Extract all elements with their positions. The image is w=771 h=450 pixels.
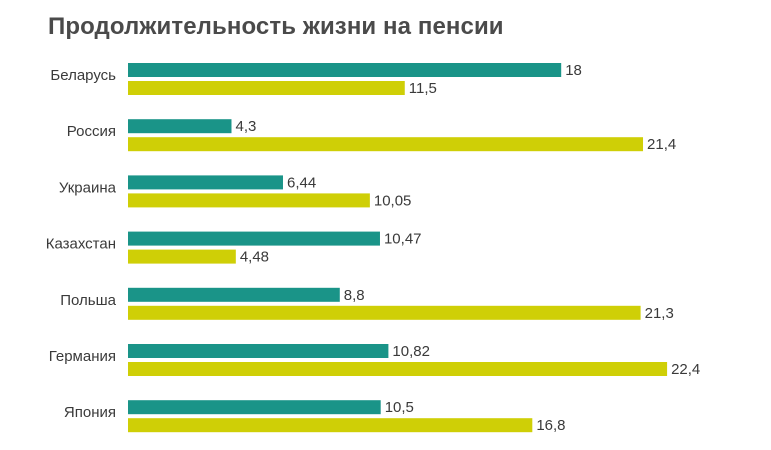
data-label: 11,5 <box>409 80 437 97</box>
data-label: 10,47 <box>384 231 422 248</box>
bar-series-1 <box>128 119 232 134</box>
bar-series-1 <box>128 63 562 77</box>
data-label: 16,8 <box>536 417 565 434</box>
bar-series-2 <box>128 137 644 152</box>
category-label: Польша <box>60 292 116 309</box>
data-label: 10,82 <box>392 343 430 360</box>
bar-series-2 <box>128 193 370 208</box>
data-label: 10,5 <box>385 399 414 416</box>
bar-series-2 <box>128 362 668 376</box>
data-label: 4,48 <box>240 249 269 266</box>
bar-series-2 <box>128 81 405 95</box>
bar-series-1 <box>128 231 380 246</box>
data-label: 6,44 <box>287 174 316 191</box>
data-label: 21,3 <box>645 305 674 322</box>
data-label: 10,05 <box>374 192 412 209</box>
data-label: 22,4 <box>671 361 700 378</box>
data-label: 4,3 <box>235 118 256 135</box>
category-label: Украина <box>59 179 117 196</box>
bar-series-2 <box>128 305 641 320</box>
category-label: Япония <box>64 404 116 421</box>
data-label: 18 <box>565 62 582 79</box>
bar-series-1 <box>128 175 283 190</box>
bar-series-1 <box>128 287 340 302</box>
data-label: 21,4 <box>647 136 676 153</box>
data-label: 8,8 <box>344 287 365 304</box>
category-label: Германия <box>49 348 116 365</box>
bar-series-1 <box>128 400 381 415</box>
bar-series-1 <box>128 344 389 358</box>
bar-series-2 <box>128 418 533 433</box>
category-label: Россия <box>67 123 116 140</box>
bar-series-2 <box>128 249 236 264</box>
chart-title: Продолжительность жизни на пенсии <box>48 13 504 40</box>
category-label: Беларусь <box>50 67 116 84</box>
category-label: Казахстан <box>46 236 116 253</box>
